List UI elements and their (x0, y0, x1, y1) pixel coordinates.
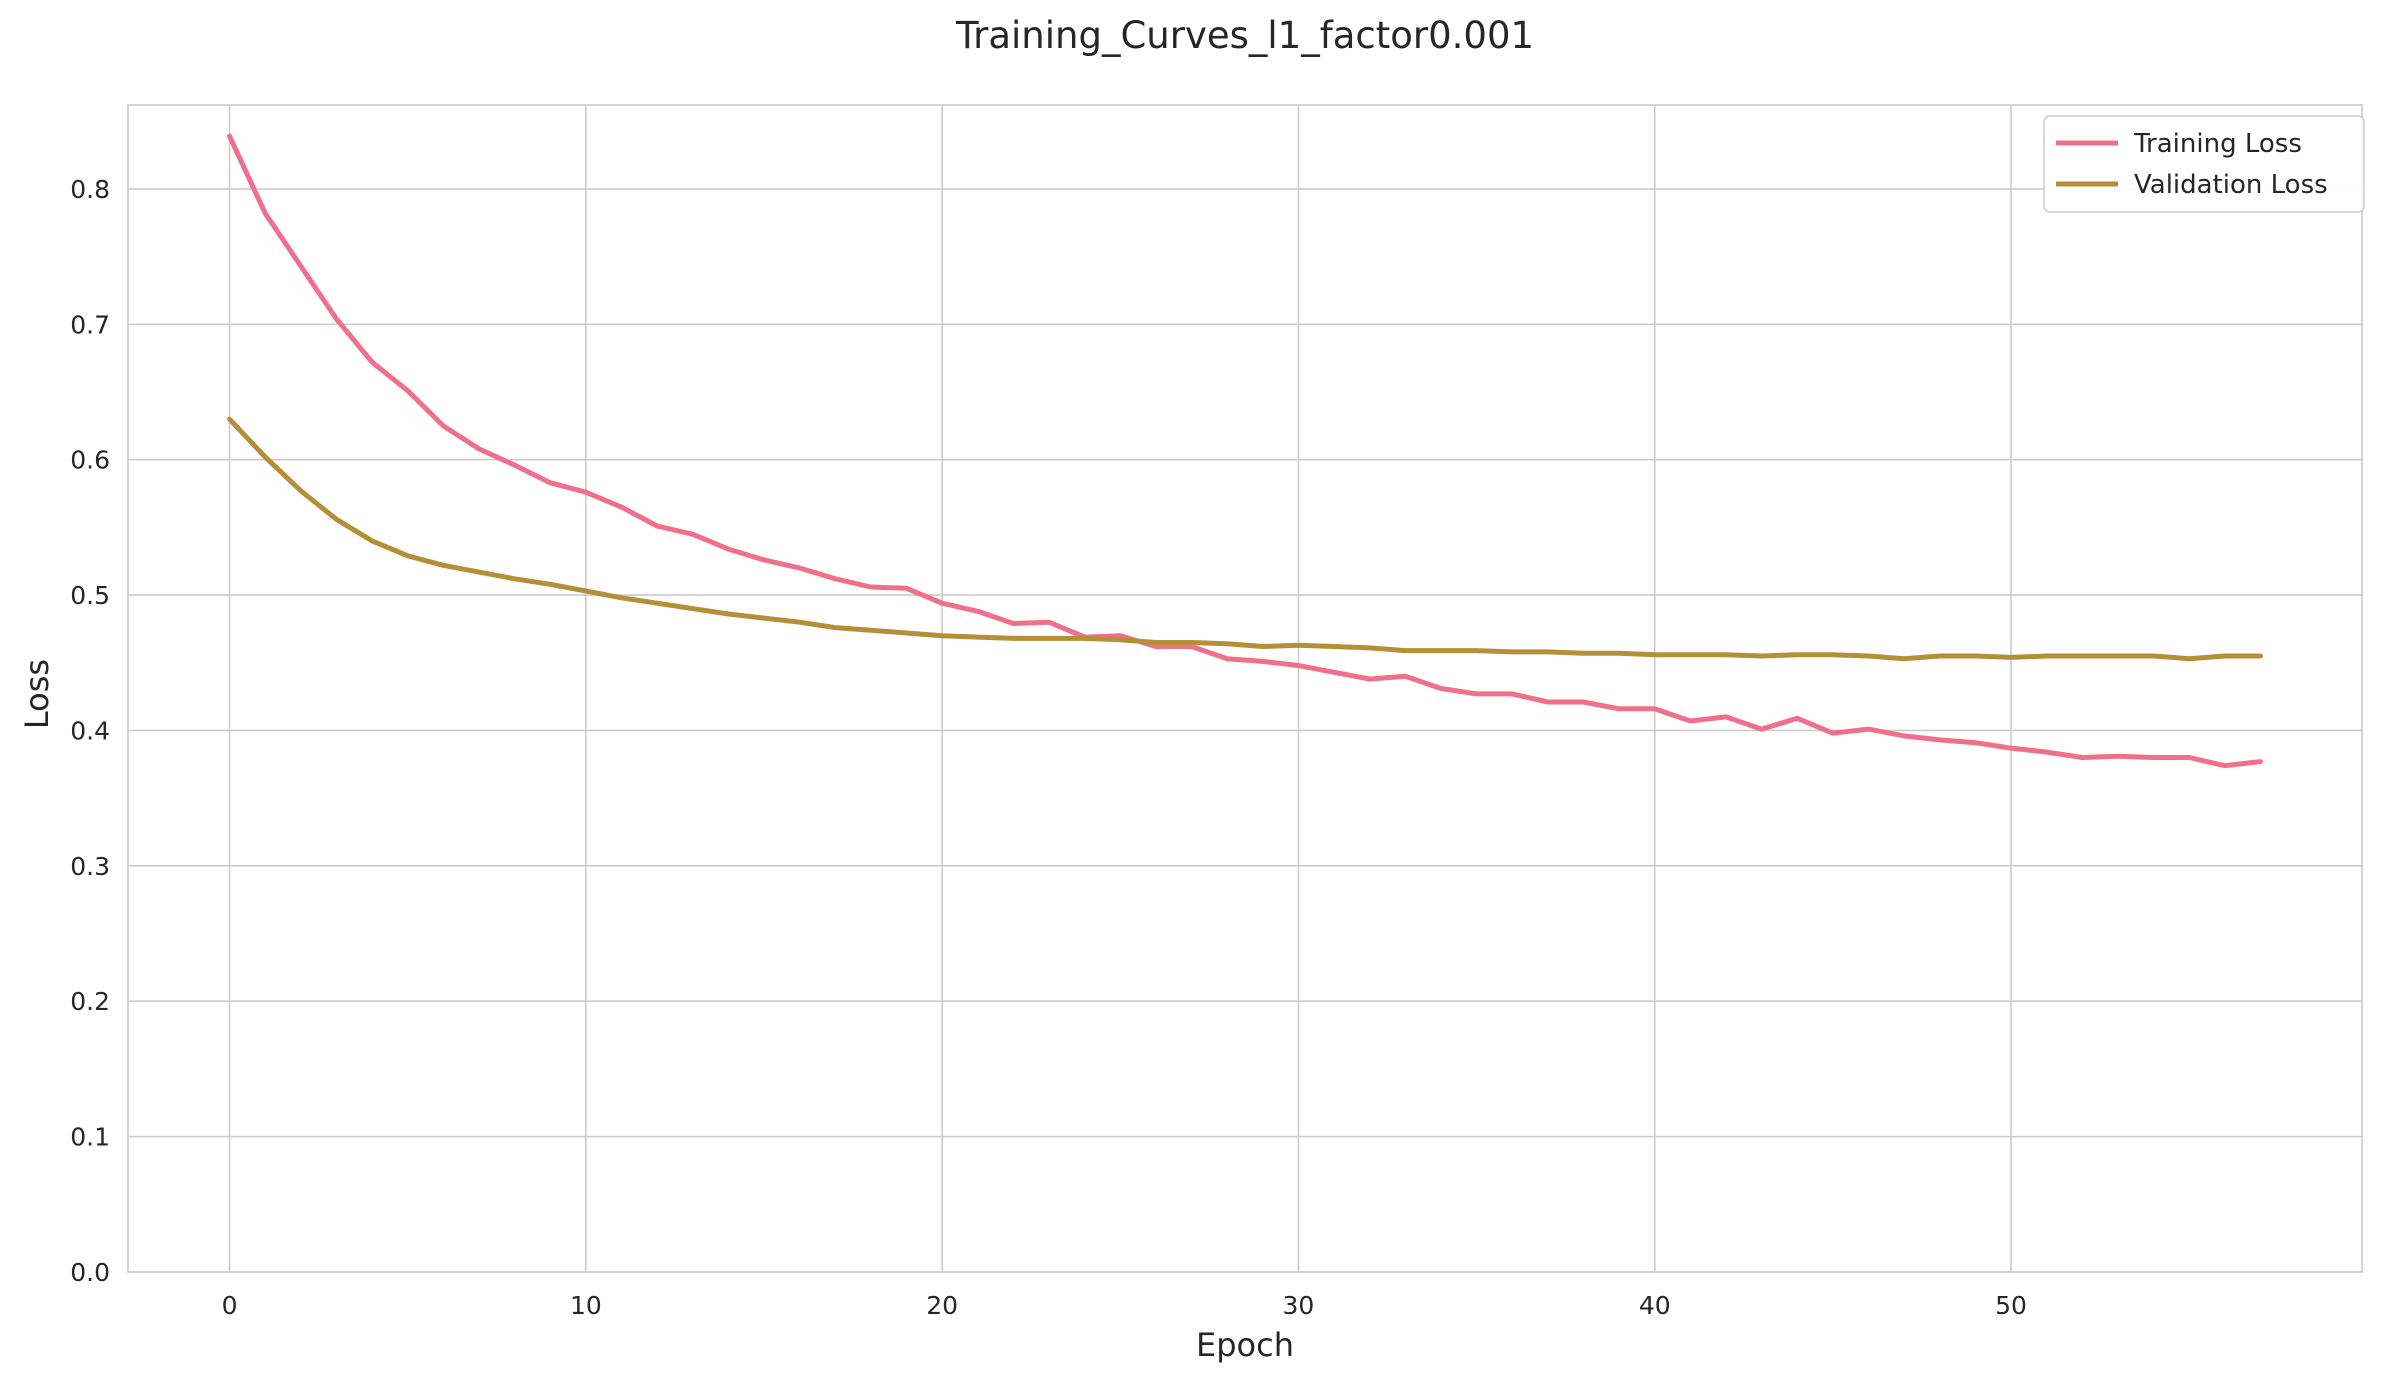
grid (128, 105, 2362, 1273)
y-tick-label: 0.2 (70, 987, 110, 1016)
y-tick-label: 0.4 (70, 716, 110, 745)
legend-box (2043, 115, 2365, 213)
y-axis-label: Loss (18, 659, 56, 729)
y-tick-label: 0.1 (70, 1123, 110, 1152)
x-tick-label: 20 (926, 1291, 958, 1320)
series-layer (227, 133, 2263, 769)
y-tick-label: 0.8 (70, 175, 110, 204)
x-tick-label: 0 (222, 1291, 238, 1320)
legend: Training Loss Validation Loss (2043, 115, 2365, 213)
y-tick-label: 0.5 (70, 581, 110, 610)
x-tick-labels: 0 10 20 30 40 50 (222, 1291, 2027, 1320)
x-tick-label: 10 (570, 1291, 602, 1320)
y-tick-label: 0.6 (70, 446, 110, 475)
y-tick-label: 0.7 (70, 310, 110, 339)
x-tick-label: 30 (1283, 1291, 1315, 1320)
y-tick-label: 0.0 (70, 1258, 110, 1287)
x-tick-label: 40 (1639, 1291, 1671, 1320)
x-axis-label: Epoch (1196, 1326, 1294, 1364)
plot-frame (127, 104, 2363, 1273)
series-line-validation-loss (227, 416, 2263, 662)
legend-label-validation-loss: Validation Loss (2134, 170, 2328, 200)
y-tick-label: 0.3 (70, 852, 110, 881)
x-tick-label: 50 (1995, 1291, 2027, 1320)
y-tick-labels: 0.0 0.1 0.2 0.3 0.4 0.5 0.6 0.7 0.8 (70, 175, 110, 1287)
legend-label-training-loss: Training Loss (2133, 129, 2302, 159)
series-line-training-loss (227, 133, 2263, 769)
chart-title: Training_Curves_l1_factor0.001 (955, 14, 1534, 57)
